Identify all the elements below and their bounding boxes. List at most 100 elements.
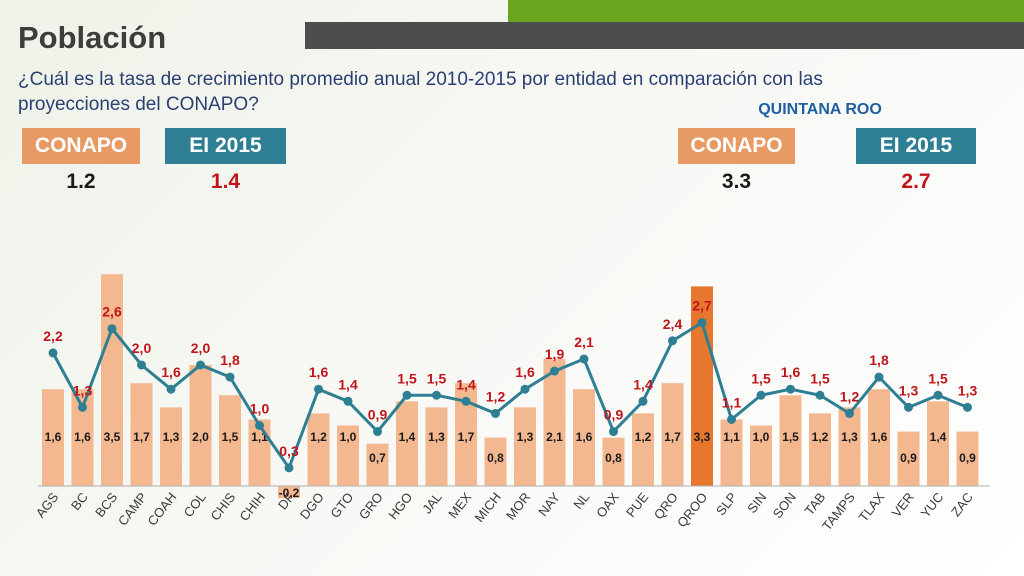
- x-tick-label-zac: ZAC: [948, 490, 976, 520]
- bar-son: [779, 395, 802, 486]
- x-tick-label-coah: COAH: [144, 490, 179, 529]
- bar-nl: [573, 389, 595, 486]
- qroo-ei-box: EI 2015: [856, 128, 976, 164]
- bar-value-label-chis: 1,5: [222, 430, 239, 444]
- x-tick-label-mor: MOR: [503, 490, 534, 523]
- line-point-coah: [166, 384, 176, 394]
- bar-value-label-zac: 0,9: [959, 451, 976, 465]
- line-point-qroo: [697, 318, 707, 328]
- line-point-tab: [815, 390, 825, 400]
- bar-bc: [71, 389, 94, 486]
- bar-value-label-df: -0,2: [279, 486, 300, 500]
- line-point-tamps: [845, 408, 854, 418]
- line-point-col: [196, 360, 205, 370]
- line-value-label-tamps: 1,2: [840, 388, 860, 404]
- x-tick-label-bc: BC: [68, 490, 91, 513]
- header-accent-gray: [305, 22, 1024, 49]
- x-tick-label-ags: AGS: [33, 489, 62, 520]
- bar-value-label-tab: 1,2: [812, 430, 829, 444]
- line-value-label-mor: 1,6: [515, 364, 535, 380]
- x-tick-label-hgo: HGO: [385, 490, 415, 523]
- line-value-label-coah: 1,6: [161, 364, 181, 380]
- line-value-label-hgo: 1,5: [397, 370, 417, 386]
- line-point-gto: [343, 396, 353, 406]
- line-point-qro: [668, 336, 677, 346]
- line-point-nay: [550, 366, 559, 376]
- line-value-label-bcs: 2,6: [102, 304, 122, 320]
- bar-chih: [248, 419, 271, 486]
- x-tick-label-mich: MICH: [472, 490, 504, 525]
- x-tick-label-yuc: YUC: [918, 490, 947, 521]
- line-value-label-zac: 1,3: [958, 382, 978, 398]
- line-value-label-col: 2,0: [191, 340, 211, 356]
- line-value-label-camp: 2,0: [132, 340, 152, 356]
- line-value-label-ver: 1,3: [899, 382, 919, 398]
- bar-tlax: [868, 389, 890, 486]
- bar-value-label-nay: 2,1: [546, 430, 563, 444]
- bar-hgo: [396, 401, 418, 486]
- line-value-label-pue: 1,4: [633, 376, 653, 392]
- bar-nay: [543, 358, 566, 486]
- bar-ver: [897, 431, 920, 486]
- line-point-zac: [963, 402, 972, 412]
- line-point-ags: [48, 348, 58, 358]
- x-tick-label-slp: SLP: [713, 490, 740, 519]
- line-point-hgo: [402, 390, 412, 400]
- x-tick-label-gto: GTO: [327, 490, 356, 521]
- x-tick-label-bcs: BCS: [92, 489, 120, 520]
- line-point-tlax: [874, 372, 884, 382]
- page-subtitle: ¿Cuál es la tasa de crecimiento promedio…: [18, 69, 823, 115]
- line-value-label-df: 0,3: [279, 443, 299, 459]
- x-tick-label-oax: OAX: [593, 489, 622, 520]
- line-value-label-nay: 1,9: [545, 346, 565, 362]
- bar-value-label-mor: 1,3: [517, 430, 534, 444]
- bar-value-label-jal: 1,3: [428, 430, 445, 444]
- bar-value-label-slp: 1,1: [723, 430, 740, 444]
- x-tick-label-gro: GRO: [356, 490, 386, 523]
- bar-value-label-son: 1,5: [782, 430, 799, 444]
- line-point-bc: [78, 402, 87, 412]
- line-value-label-mex: 1,4: [456, 376, 476, 392]
- line-value-label-slp: 1,1: [722, 394, 742, 410]
- line-point-sin: [756, 390, 766, 400]
- bar-qroo: [691, 286, 713, 486]
- bar-ags: [42, 389, 64, 486]
- bar-mex: [455, 383, 477, 486]
- bar-value-label-oax: 0,8: [605, 451, 622, 465]
- x-tick-label-tamps: TAMPS: [819, 489, 858, 533]
- bar-value-label-tamps: 1,3: [841, 430, 858, 444]
- bar-coah: [160, 407, 182, 486]
- bar-value-label-bcs: 3,5: [104, 430, 121, 444]
- line-point-oax: [609, 427, 618, 437]
- bar-value-label-hgo: 1,4: [399, 430, 416, 444]
- bar-dgo: [307, 413, 330, 486]
- x-tick-label-tlax: TLAX: [856, 489, 888, 524]
- line-point-son: [786, 384, 795, 394]
- bar-bcs: [101, 274, 123, 486]
- line-point-camp: [137, 360, 146, 370]
- bar-value-label-mich: 0,8: [487, 451, 504, 465]
- line-value-label-oax: 0,9: [604, 407, 624, 423]
- bar-chis: [219, 395, 241, 486]
- x-tick-label-ver: VER: [889, 490, 917, 520]
- bar-value-label-gro: 0,7: [369, 451, 386, 465]
- line-value-label-chis: 1,8: [220, 352, 240, 368]
- line-point-chis: [225, 372, 235, 382]
- line-value-label-qro: 2,4: [663, 316, 683, 332]
- x-tick-label-chis: CHIS: [207, 489, 238, 523]
- bar-df: [278, 486, 300, 499]
- national-conapo-box: CONAPO: [22, 128, 140, 164]
- bar-mich: [484, 437, 507, 486]
- x-tick-label-dgo: DGO: [297, 490, 327, 523]
- x-tick-label-son: SON: [770, 490, 799, 521]
- bar-gto: [337, 425, 359, 486]
- bar-value-label-tlax: 1,6: [871, 430, 888, 444]
- bar-value-label-col: 2,0: [192, 430, 209, 444]
- qroo-ei-value: 2.7: [901, 170, 931, 193]
- line-value-label-tab: 1,5: [810, 370, 830, 386]
- header-accent-green: [508, 0, 1024, 22]
- line-value-label-sin: 1,5: [751, 370, 771, 386]
- bar-value-label-dgo: 1,2: [310, 430, 327, 444]
- line-point-slp: [727, 414, 736, 424]
- bar-jal: [425, 407, 448, 486]
